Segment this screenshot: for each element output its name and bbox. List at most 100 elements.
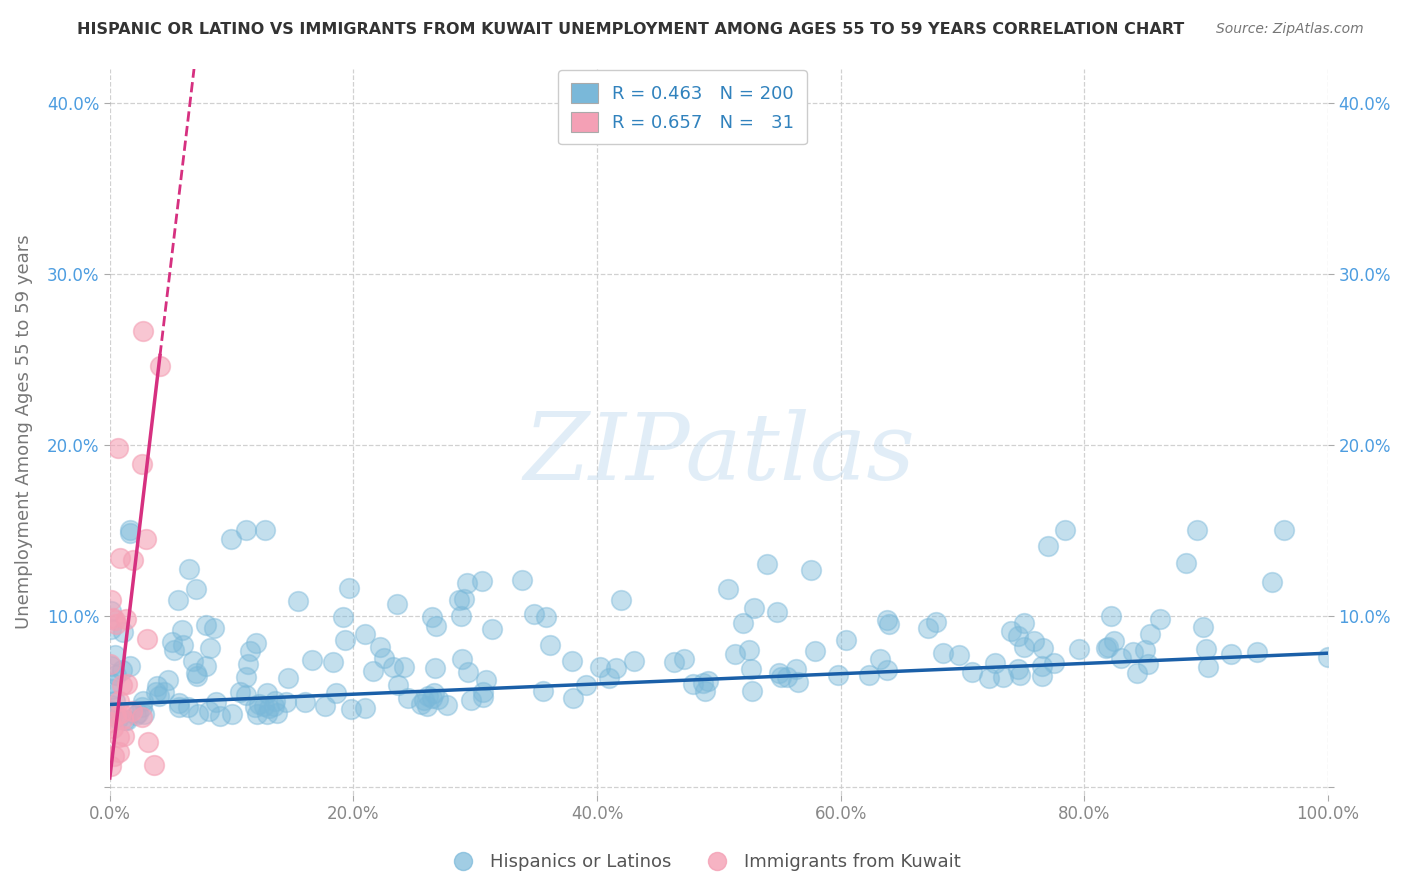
Point	[1102, 633, 1125, 648]
Point	[107, 694, 129, 708]
Point	[1031, 669, 1053, 683]
Point	[160, 634, 183, 648]
Point	[98, 714, 121, 729]
Point	[672, 651, 695, 665]
Point	[100, 622, 122, 636]
Point	[538, 639, 561, 653]
Point	[561, 690, 583, 705]
Point	[107, 712, 129, 726]
Point	[145, 685, 167, 699]
Legend: Hispanics or Latinos, Immigrants from Kuwait: Hispanics or Latinos, Immigrants from Ku…	[439, 847, 967, 879]
Point	[472, 685, 495, 699]
Point	[662, 655, 685, 669]
Point	[186, 668, 208, 682]
Point	[1139, 627, 1161, 641]
Point	[1197, 660, 1219, 674]
Point	[115, 677, 138, 691]
Point	[984, 656, 1007, 670]
Point	[107, 731, 129, 745]
Text: ZIPatlas: ZIPatlas	[523, 409, 915, 499]
Point	[450, 609, 472, 624]
Point	[1012, 616, 1035, 631]
Point	[1022, 633, 1045, 648]
Point	[200, 641, 222, 656]
Point	[979, 671, 1001, 685]
Point	[353, 701, 375, 715]
Point	[948, 648, 970, 663]
Point	[741, 684, 763, 698]
Point	[115, 612, 138, 626]
Point	[104, 709, 127, 723]
Point	[776, 670, 799, 684]
Point	[453, 592, 475, 607]
Point	[457, 665, 479, 679]
Point	[420, 609, 443, 624]
Point	[104, 648, 127, 663]
Point	[239, 643, 262, 657]
Point	[235, 688, 257, 702]
Point	[835, 632, 858, 647]
Point	[127, 706, 149, 720]
Point	[253, 699, 276, 714]
Point	[1097, 640, 1119, 655]
Point	[1038, 539, 1060, 553]
Point	[287, 594, 309, 608]
Point	[104, 617, 127, 632]
Point	[522, 607, 544, 622]
Point	[858, 668, 880, 682]
Point	[800, 564, 823, 578]
Point	[131, 710, 153, 724]
Point	[575, 678, 598, 692]
Legend: R = 0.463   N = 200, R = 0.657   N =   31: R = 0.463 N = 200, R = 0.657 N = 31	[558, 70, 807, 145]
Point	[100, 759, 122, 773]
Point	[695, 683, 717, 698]
Point	[253, 523, 276, 537]
Point	[460, 693, 482, 707]
Point	[118, 523, 141, 537]
Point	[1007, 629, 1029, 643]
Point	[682, 677, 704, 691]
Point	[148, 690, 170, 704]
Point	[409, 698, 432, 712]
Point	[301, 653, 323, 667]
Point	[605, 660, 627, 674]
Point	[917, 621, 939, 635]
Point	[416, 689, 439, 703]
Point	[1126, 665, 1149, 680]
Point	[110, 706, 132, 720]
Point	[246, 706, 269, 721]
Point	[756, 557, 779, 571]
Point	[194, 618, 217, 632]
Point	[131, 457, 153, 471]
Point	[1099, 609, 1122, 624]
Point	[108, 745, 131, 759]
Point	[325, 686, 347, 700]
Point	[598, 671, 620, 685]
Point	[1316, 650, 1339, 665]
Point	[1187, 523, 1209, 537]
Point	[194, 659, 217, 673]
Point	[738, 643, 761, 657]
Point	[456, 576, 478, 591]
Point	[531, 684, 554, 698]
Point	[1220, 647, 1243, 661]
Point	[209, 708, 232, 723]
Point	[167, 593, 190, 607]
Point	[481, 622, 503, 636]
Point	[121, 704, 143, 718]
Point	[111, 663, 134, 677]
Point	[186, 665, 208, 680]
Point	[1133, 643, 1156, 657]
Point	[394, 660, 416, 674]
Point	[121, 553, 143, 567]
Point	[101, 706, 124, 721]
Point	[993, 670, 1015, 684]
Point	[427, 691, 450, 706]
Point	[385, 597, 408, 611]
Point	[157, 673, 180, 687]
Point	[413, 692, 436, 706]
Point	[135, 632, 157, 646]
Point	[740, 662, 762, 676]
Point	[181, 655, 204, 669]
Point	[1192, 619, 1215, 633]
